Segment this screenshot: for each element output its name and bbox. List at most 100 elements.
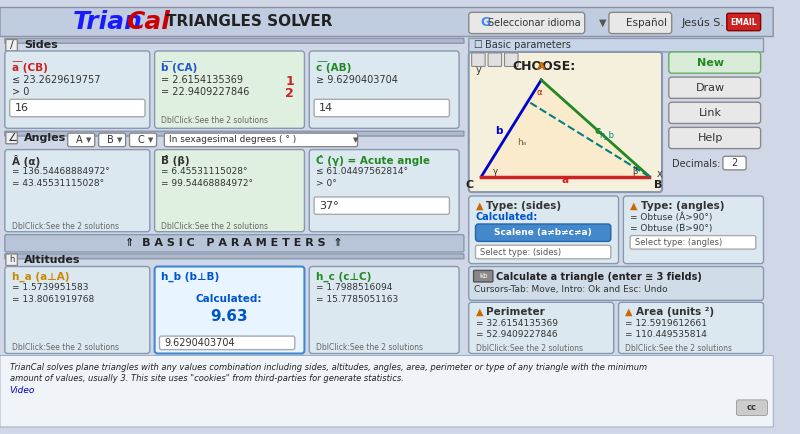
Text: A: A xyxy=(537,62,546,72)
Text: ▲: ▲ xyxy=(626,307,633,317)
Text: = 52.9409227846: = 52.9409227846 xyxy=(475,330,557,339)
Text: ≥ 9.6290403704: ≥ 9.6290403704 xyxy=(316,75,398,85)
Text: Video: Video xyxy=(10,386,35,395)
Text: DblClick:See the 2 solutions: DblClick:See the 2 solutions xyxy=(162,222,269,231)
Text: h_c (c⊥C): h_c (c⊥C) xyxy=(316,271,371,282)
FancyBboxPatch shape xyxy=(0,7,773,427)
FancyBboxPatch shape xyxy=(5,150,150,232)
Text: Help: Help xyxy=(698,133,723,143)
Text: Español: Español xyxy=(626,18,667,28)
FancyBboxPatch shape xyxy=(68,133,94,147)
Text: 14: 14 xyxy=(319,103,333,113)
Text: Type: (sides): Type: (sides) xyxy=(486,201,562,211)
Text: ≤ 23.2629619757: ≤ 23.2629619757 xyxy=(11,75,100,85)
Text: Select type: (angles): Select type: (angles) xyxy=(635,238,722,247)
Text: /: / xyxy=(10,40,14,50)
Text: = 2.6154135369: = 2.6154135369 xyxy=(162,75,243,85)
Text: hₐ: hₐ xyxy=(518,138,526,147)
Text: Trian: Trian xyxy=(73,10,142,34)
Text: x: x xyxy=(656,169,662,179)
Text: Calculated:: Calculated: xyxy=(196,293,262,303)
Text: h_b: h_b xyxy=(599,131,614,140)
Text: DblClick:See the 2 solutions: DblClick:See the 2 solutions xyxy=(162,116,269,125)
Text: = 1.5739951583: = 1.5739951583 xyxy=(11,283,88,292)
Text: TRIANGLES SOLVER: TRIANGLES SOLVER xyxy=(166,14,333,30)
Text: = 12.5919612661: = 12.5919612661 xyxy=(626,319,707,328)
Text: 16: 16 xyxy=(14,103,29,113)
Text: ▼: ▼ xyxy=(599,18,606,28)
FancyBboxPatch shape xyxy=(609,12,672,33)
FancyBboxPatch shape xyxy=(618,302,763,354)
FancyBboxPatch shape xyxy=(5,131,464,136)
FancyBboxPatch shape xyxy=(10,99,145,117)
Text: = 13.8061919768: = 13.8061919768 xyxy=(11,295,94,303)
Text: Basic parameters: Basic parameters xyxy=(485,40,571,50)
Text: = 136.54468884972°: = 136.54468884972° xyxy=(11,167,110,176)
Text: ▼: ▼ xyxy=(86,137,92,143)
Text: ☐: ☐ xyxy=(474,40,482,50)
Text: b (CA): b (CA) xyxy=(162,62,198,72)
Text: Sides: Sides xyxy=(24,40,58,50)
FancyBboxPatch shape xyxy=(5,254,464,259)
FancyBboxPatch shape xyxy=(469,52,662,192)
FancyBboxPatch shape xyxy=(159,336,294,350)
FancyBboxPatch shape xyxy=(669,102,761,124)
Text: ⇑  B A S I C   P A R A M E T E R S  ⇑: ⇑ B A S I C P A R A M E T E R S ⇑ xyxy=(125,238,342,248)
FancyBboxPatch shape xyxy=(469,196,618,263)
FancyBboxPatch shape xyxy=(669,77,761,99)
Text: Cal: Cal xyxy=(126,10,170,34)
FancyBboxPatch shape xyxy=(475,224,611,241)
Text: Jesús S.: Jesús S. xyxy=(682,18,724,28)
Text: y: y xyxy=(475,66,482,76)
Text: Scalene (a≠b≠c≠a): Scalene (a≠b≠c≠a) xyxy=(494,228,592,237)
FancyBboxPatch shape xyxy=(0,355,773,427)
Text: = Obtuse (B̂>90°): = Obtuse (B̂>90°) xyxy=(630,224,713,233)
Text: = 22.9409227846: = 22.9409227846 xyxy=(162,87,250,97)
FancyBboxPatch shape xyxy=(154,266,305,354)
FancyBboxPatch shape xyxy=(164,133,358,147)
Text: ▼: ▼ xyxy=(117,137,122,143)
Text: C: C xyxy=(466,180,474,190)
Text: TrianCal solves plane triangles with any values combination including sides, alt: TrianCal solves plane triangles with any… xyxy=(10,363,646,382)
FancyBboxPatch shape xyxy=(469,12,585,33)
FancyBboxPatch shape xyxy=(669,52,761,73)
Text: B: B xyxy=(107,135,114,145)
Text: In sexagesimal degrees ( ° ): In sexagesimal degrees ( ° ) xyxy=(169,135,296,145)
Text: = 32.6154135369: = 32.6154135369 xyxy=(475,319,558,328)
FancyBboxPatch shape xyxy=(6,39,18,51)
Text: ▲: ▲ xyxy=(475,307,483,317)
Text: 2: 2 xyxy=(731,158,738,168)
FancyBboxPatch shape xyxy=(98,133,126,147)
Text: = 110.449535814: = 110.449535814 xyxy=(626,330,707,339)
Text: G: G xyxy=(480,16,490,30)
FancyBboxPatch shape xyxy=(5,235,464,252)
Text: CHOOSE:: CHOOSE: xyxy=(512,60,575,72)
Text: Perimeter: Perimeter xyxy=(486,307,545,317)
Text: 9.63: 9.63 xyxy=(210,309,248,324)
Text: = 43.45531115028°: = 43.45531115028° xyxy=(11,178,104,187)
Text: c (AB): c (AB) xyxy=(316,62,351,72)
Text: a (CB): a (CB) xyxy=(11,62,47,72)
Text: γ: γ xyxy=(494,167,498,176)
FancyBboxPatch shape xyxy=(669,127,761,148)
FancyBboxPatch shape xyxy=(623,196,763,263)
FancyBboxPatch shape xyxy=(314,99,450,117)
Text: Link: Link xyxy=(699,108,722,118)
FancyBboxPatch shape xyxy=(505,53,518,66)
Text: ∠: ∠ xyxy=(6,133,17,143)
Text: Ĉ (γ) = Acute angle: Ĉ (γ) = Acute angle xyxy=(316,155,430,166)
FancyBboxPatch shape xyxy=(630,236,756,249)
Text: = 6.45531115028°: = 6.45531115028° xyxy=(162,167,248,176)
FancyBboxPatch shape xyxy=(488,53,502,66)
Text: Calculate a triangle (enter ≅ 3 fields): Calculate a triangle (enter ≅ 3 fields) xyxy=(496,272,702,282)
FancyBboxPatch shape xyxy=(472,53,485,66)
Text: kb: kb xyxy=(479,273,487,279)
Text: A: A xyxy=(76,135,82,145)
Text: —: — xyxy=(11,56,22,66)
FancyBboxPatch shape xyxy=(737,400,767,415)
Text: cc: cc xyxy=(747,403,757,412)
FancyBboxPatch shape xyxy=(474,270,493,282)
FancyBboxPatch shape xyxy=(154,51,305,128)
Text: B: B xyxy=(654,180,662,190)
FancyBboxPatch shape xyxy=(5,39,464,43)
